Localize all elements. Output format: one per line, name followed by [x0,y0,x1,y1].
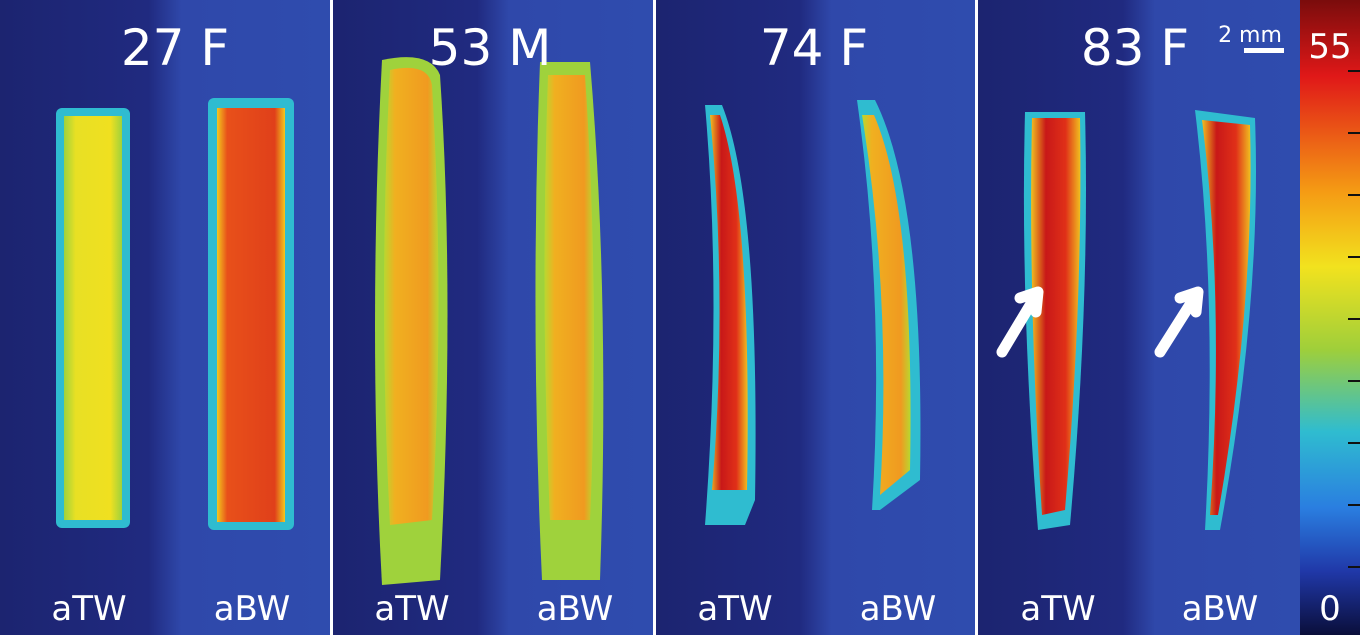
arrow [1154,286,1204,358]
tissue-atw [710,115,748,490]
scale-bar-label: 2 mm [1218,23,1282,48]
tissue-abw [1202,120,1251,515]
region-label: aBW [1182,589,1259,629]
region-label: aBW [860,589,937,629]
region-label: aTW [374,589,449,629]
region-label: aTW [51,589,126,629]
region-label: aBW [214,589,291,629]
arrow [996,286,1044,358]
tissue-atw [64,116,122,520]
panel-title: 83 F [1081,19,1189,77]
colorbar-min: 0 [1319,589,1341,629]
tissue-abw [544,75,594,520]
region-label: aTW [697,589,772,629]
panel-title: 53 M [429,19,552,77]
colorbar-ticks [1348,70,1360,568]
panel-title: 74 F [760,19,868,77]
colorbar [1300,0,1360,635]
colorbar-max: 55 [1308,27,1351,67]
region-label: aTW [1020,589,1095,629]
scale-bar [1244,48,1284,53]
tissue-atw [1031,118,1081,515]
region-label: aBW [537,589,614,629]
tissue-abw [217,108,285,522]
panel-bg [656,0,975,635]
tissue-atw [384,67,439,525]
panel-title: 27 F [121,19,229,77]
tissue-abw [862,115,911,495]
